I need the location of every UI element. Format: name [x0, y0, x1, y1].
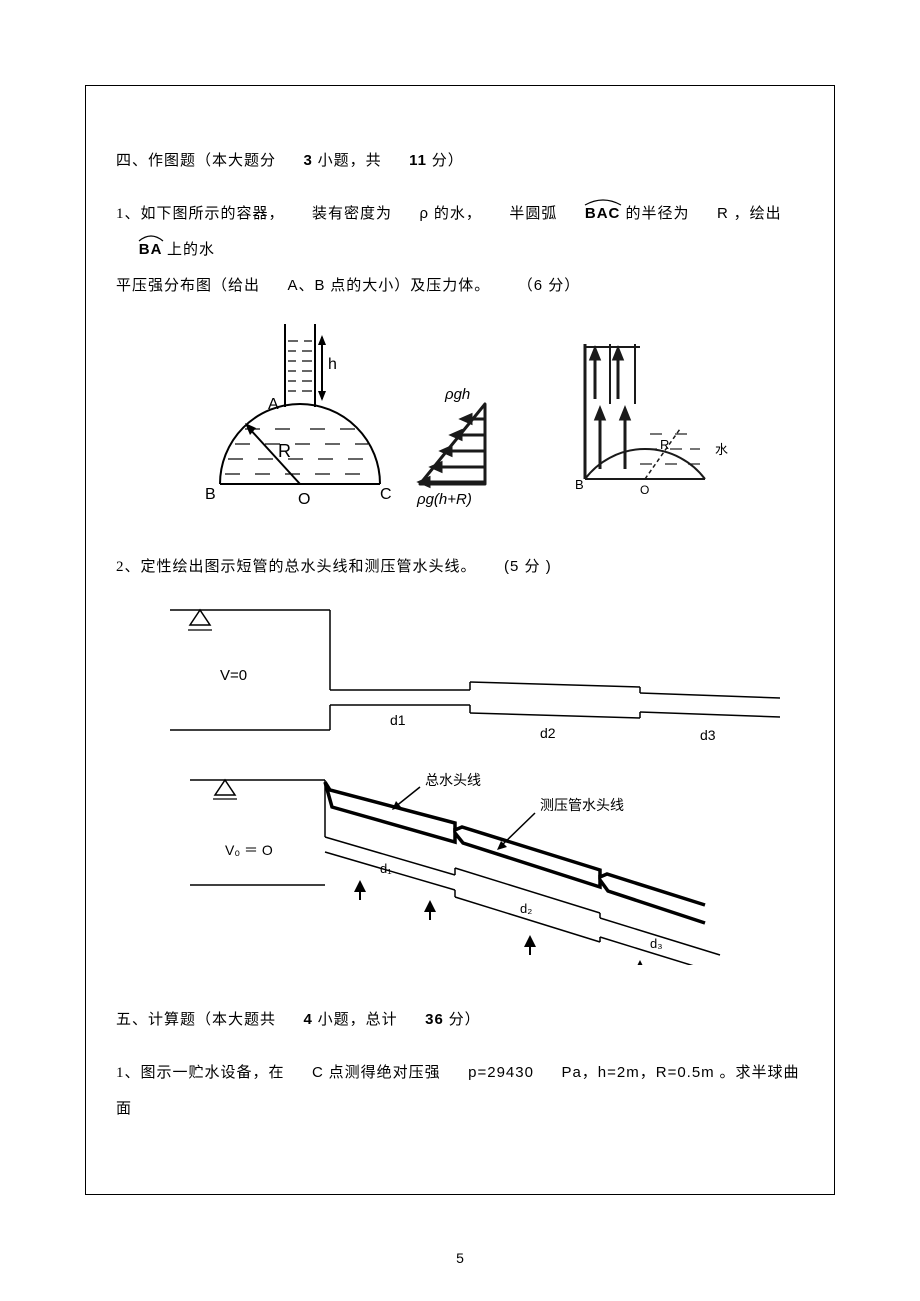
label-d2: d2: [540, 725, 556, 741]
q1-p2d: （6 分）: [518, 277, 581, 294]
section-4-header: 四、作图题（本大题分 3 小题，共 11 分）: [116, 146, 804, 176]
s5-count: 4: [304, 1011, 313, 1028]
label-B: B: [205, 486, 216, 503]
label-B2: B: [575, 477, 584, 492]
label-d3: d3: [700, 727, 716, 743]
label-dd2: d₂: [520, 901, 532, 916]
label-O: O: [298, 491, 310, 508]
label-v0: V=0: [220, 667, 247, 684]
q1-p1f: ，绘出: [734, 206, 782, 222]
s5-suffix: 分）: [449, 1012, 481, 1028]
s5q1-b: C: [312, 1064, 324, 1081]
label-O2: O: [640, 483, 649, 497]
arc-bac-mark: [583, 197, 623, 207]
q2-upper-svg: V=0 d1 d2 d3: [140, 590, 780, 750]
label-pghR: ρg(h+R): [416, 491, 472, 508]
q2-lower-svg: V₀ ＝ O d₁ d₂ d₃: [180, 755, 740, 965]
q1-line1: 1、如下图所示的容器， 装有密度为 ρ 的水， 半圆弧 BAC 的半径为 R ，…: [116, 196, 804, 268]
q1-R: R: [717, 205, 729, 222]
q2-line1: 2、定性绘出图示短管的总水头线和测压管水头线。 (5 分 ): [116, 549, 804, 585]
arc-ba: BA: [139, 241, 167, 258]
s5-q1-line1: 1、图示一贮水设备，在 C 点测得绝对压强 p=29430 Pa，h=2m，R=…: [116, 1055, 804, 1127]
q1-left-diagram: h R A B: [205, 324, 392, 508]
s4-suffix: 分）: [432, 153, 464, 169]
q1-p2b: A、B: [288, 277, 326, 294]
page-frame: 四、作图题（本大题分 3 小题，共 11 分） 1、如下图所示的容器， 装有密度…: [85, 85, 835, 1195]
q1-p2a: 平压强分布图（给出: [116, 278, 260, 294]
q1-p1c: 的水，: [434, 206, 482, 222]
s5q1-c: 点测得绝对压强: [329, 1065, 441, 1081]
q1-p1g: 上的水: [167, 242, 215, 258]
rho-symbol: ρ: [420, 205, 430, 222]
section-5-header: 五、计算题（本大题共 4 小题，总计 36 分）: [116, 1005, 804, 1035]
s5-points: 36: [425, 1011, 444, 1028]
q1-p1d: 半圆弧: [509, 206, 557, 222]
s5-prefix: 五、计算题（本大题共: [116, 1012, 276, 1028]
label-R: R: [278, 441, 291, 461]
q2-figure-lower: V₀ ＝ O d₁ d₂ d₃: [116, 755, 804, 965]
label-A: A: [268, 396, 279, 413]
label-total: 总水头线: [425, 773, 481, 789]
s4-count: 3: [304, 152, 313, 169]
s4-points: 11: [409, 152, 427, 169]
arc-ba-mark: [137, 233, 165, 243]
label-h: h: [328, 356, 337, 373]
label-R2: R: [660, 437, 669, 452]
q1-p2c: 点的大小）及压力体。: [330, 278, 490, 294]
q1-figure-row: h R A B: [116, 319, 804, 519]
label-C: C: [380, 486, 392, 503]
q2-figure-upper: V=0 d1 d2 d3: [116, 590, 804, 750]
q1-line2: 平压强分布图（给出 A、B 点的大小）及压力体。 （6 分）: [116, 268, 804, 304]
q1-figure: h R A B: [180, 319, 740, 519]
q1-pressure-body: R B O 水: [575, 344, 728, 497]
label-v0eq: V₀ ＝ O: [225, 842, 273, 858]
label-piezo: 测压管水头线: [540, 798, 624, 814]
s5q1-d: p=29430: [468, 1064, 534, 1081]
arc-bac: BAC: [585, 205, 626, 222]
q2-pts: (5 分 ): [504, 558, 552, 575]
label-pgh: ρgh: [444, 386, 470, 403]
label-dd3: d₃: [650, 936, 663, 951]
q1-p1b: 装有密度为: [312, 206, 392, 222]
label-d1: d1: [390, 712, 406, 728]
page-number: 5: [0, 1250, 920, 1266]
s5-mid: 小题，总计: [318, 1012, 398, 1028]
s4-prefix: 四、作图题（本大题分: [116, 153, 276, 169]
s4-mid: 小题，共: [318, 153, 382, 169]
q1-pressure-diagram: ρgh ρg(h+R): [416, 386, 485, 508]
s5q1-a: 1、图示一贮水设备，在: [116, 1065, 285, 1081]
label-water: 水: [715, 442, 728, 457]
q1-p1e: 的半径为: [626, 206, 690, 222]
q1-p1a: 1、如下图所示的容器，: [116, 206, 285, 222]
label-dd1: d₁: [380, 861, 392, 876]
s5q1-e: Pa，h=2m，R=0.5m: [561, 1064, 714, 1081]
q2-p1a: 2、定性绘出图示短管的总水头线和测压管水头线。: [116, 559, 477, 575]
